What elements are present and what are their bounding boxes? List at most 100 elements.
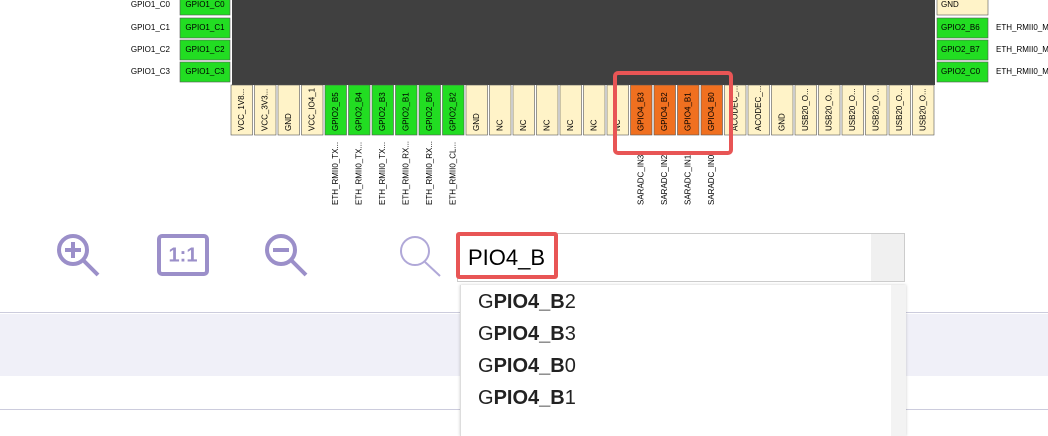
pin-label: USB20_O... (895, 88, 904, 131)
search-text: PIO4_B (468, 245, 546, 270)
search-icon (400, 236, 441, 277)
pin-label: GND (472, 113, 481, 131)
pin-label: GPIO2_B6 (941, 23, 980, 32)
pin-label: GPIO1_C3 (185, 67, 225, 76)
pin-name: ETH_RMII0_CL... (448, 142, 457, 205)
scrollbar (871, 234, 904, 281)
pin-label: GPIO4_B2 (660, 92, 669, 131)
pin-label: USB20_O... (918, 88, 927, 131)
pin-label: GPIO2_B0 (425, 92, 434, 131)
pin (179, 17, 231, 39)
pin (395, 84, 418, 136)
pin-name: ETH_RMII0_M (996, 23, 1048, 32)
pin (653, 84, 676, 136)
pin (747, 84, 770, 136)
chip-body (232, 0, 935, 85)
pin (700, 84, 723, 136)
pin-label: GPIO2_B2 (448, 92, 457, 131)
pin (936, 17, 989, 39)
pin (818, 84, 841, 136)
pin (348, 84, 371, 136)
pin-name: SARADC_IN0 (707, 154, 716, 205)
pin-label: USB20_O... (871, 88, 880, 131)
pin (865, 84, 888, 136)
pin (559, 84, 582, 136)
pin-label: ACODEC_... (730, 86, 739, 131)
pin-label: NC (542, 119, 551, 131)
pin (465, 84, 488, 136)
pin-label: GPIO4_B1 (683, 92, 692, 131)
pin (277, 84, 300, 136)
pin (841, 84, 864, 136)
pin-label: VCC_1V8... (237, 89, 246, 131)
pin (179, 39, 231, 61)
pin-name: ETH_RMII0_M (996, 45, 1048, 54)
pin-label: NC (589, 119, 598, 131)
pin-label: ACODEC_... (754, 86, 763, 131)
search-result[interactable]: GPIO4_B1 (478, 387, 576, 409)
pin-name: GPIO1_C2 (131, 45, 171, 54)
pin-name: SARADC_IN2 (660, 154, 669, 205)
pin (442, 84, 465, 136)
pin-name: SARADC_IN3 (636, 154, 645, 205)
pin (254, 84, 277, 136)
pin (512, 84, 535, 136)
pin-name: ETH_RMII0_RX... (401, 141, 410, 205)
pin (936, 39, 989, 61)
pin-name: GPIO1_C1 (131, 23, 171, 32)
pin-name: ETH_RMII0_TX... (331, 142, 340, 205)
pin (179, 0, 231, 16)
pin-label: NC (519, 119, 528, 131)
pin-label: USB20_O... (824, 88, 833, 131)
search-result[interactable]: GPIO4_B0 (478, 355, 576, 377)
highlight-box (456, 232, 558, 279)
pin-name: SARADC_IN1 (683, 154, 692, 205)
pin-label: GPIO2_B7 (941, 45, 980, 54)
pin-name: ETH_RMII0_TX... (354, 142, 363, 205)
pin-label: USB20_O... (848, 88, 857, 131)
scrollbar (891, 285, 906, 436)
pin-name: ETH_RMII0_TX... (378, 142, 387, 205)
actual-size-button[interactable]: 1:1 (157, 234, 209, 276)
pin-label: GPIO2_B4 (354, 92, 363, 131)
highlight-box (613, 71, 733, 155)
actual-size-frame (157, 234, 209, 276)
pin-label: GND (777, 113, 786, 131)
pin (418, 84, 441, 136)
pin-label: GPIO1_C2 (185, 45, 225, 54)
pin (794, 84, 817, 136)
pin-name: ETH_RMII0_M (996, 67, 1048, 76)
pin (371, 84, 394, 136)
search-input[interactable]: PIO4_B (457, 233, 905, 282)
pin-name: ETH_RMII0_RX... (425, 141, 434, 205)
pin-label: GPIO2_B3 (378, 92, 387, 131)
pin-label: GPIO2_B5 (331, 92, 340, 131)
pin-label: GPIO2_C0 (941, 67, 981, 76)
pin (771, 84, 794, 136)
pin-label: VCC_3V3... (260, 89, 269, 131)
pin (630, 84, 653, 136)
pin-name: GPIO1_C3 (131, 67, 171, 76)
pin-label: VCC_IO4_1 (307, 87, 316, 131)
pin-label: GPIO1_C1 (185, 23, 225, 32)
zoom-out-button[interactable] (265, 234, 308, 277)
pin-label: GND (941, 0, 959, 9)
pin-label: NC (613, 119, 622, 131)
pin-label: GPIO4_B0 (707, 92, 716, 131)
pin (230, 84, 253, 136)
pin (583, 84, 606, 136)
pin-label: NC (495, 119, 504, 131)
pin (536, 84, 559, 136)
pin (489, 84, 512, 136)
pin (606, 84, 629, 136)
zoom-in-button[interactable] (57, 234, 100, 277)
pin (677, 84, 700, 136)
pin (888, 84, 911, 136)
pin (179, 61, 231, 83)
pin (936, 61, 989, 83)
search-result[interactable]: GPIO4_B3 (478, 323, 576, 345)
pin-name: GPIO1_C0 (131, 0, 171, 9)
pin-label: GND (284, 113, 293, 131)
search-result[interactable]: GPIO4_B2 (478, 291, 576, 313)
